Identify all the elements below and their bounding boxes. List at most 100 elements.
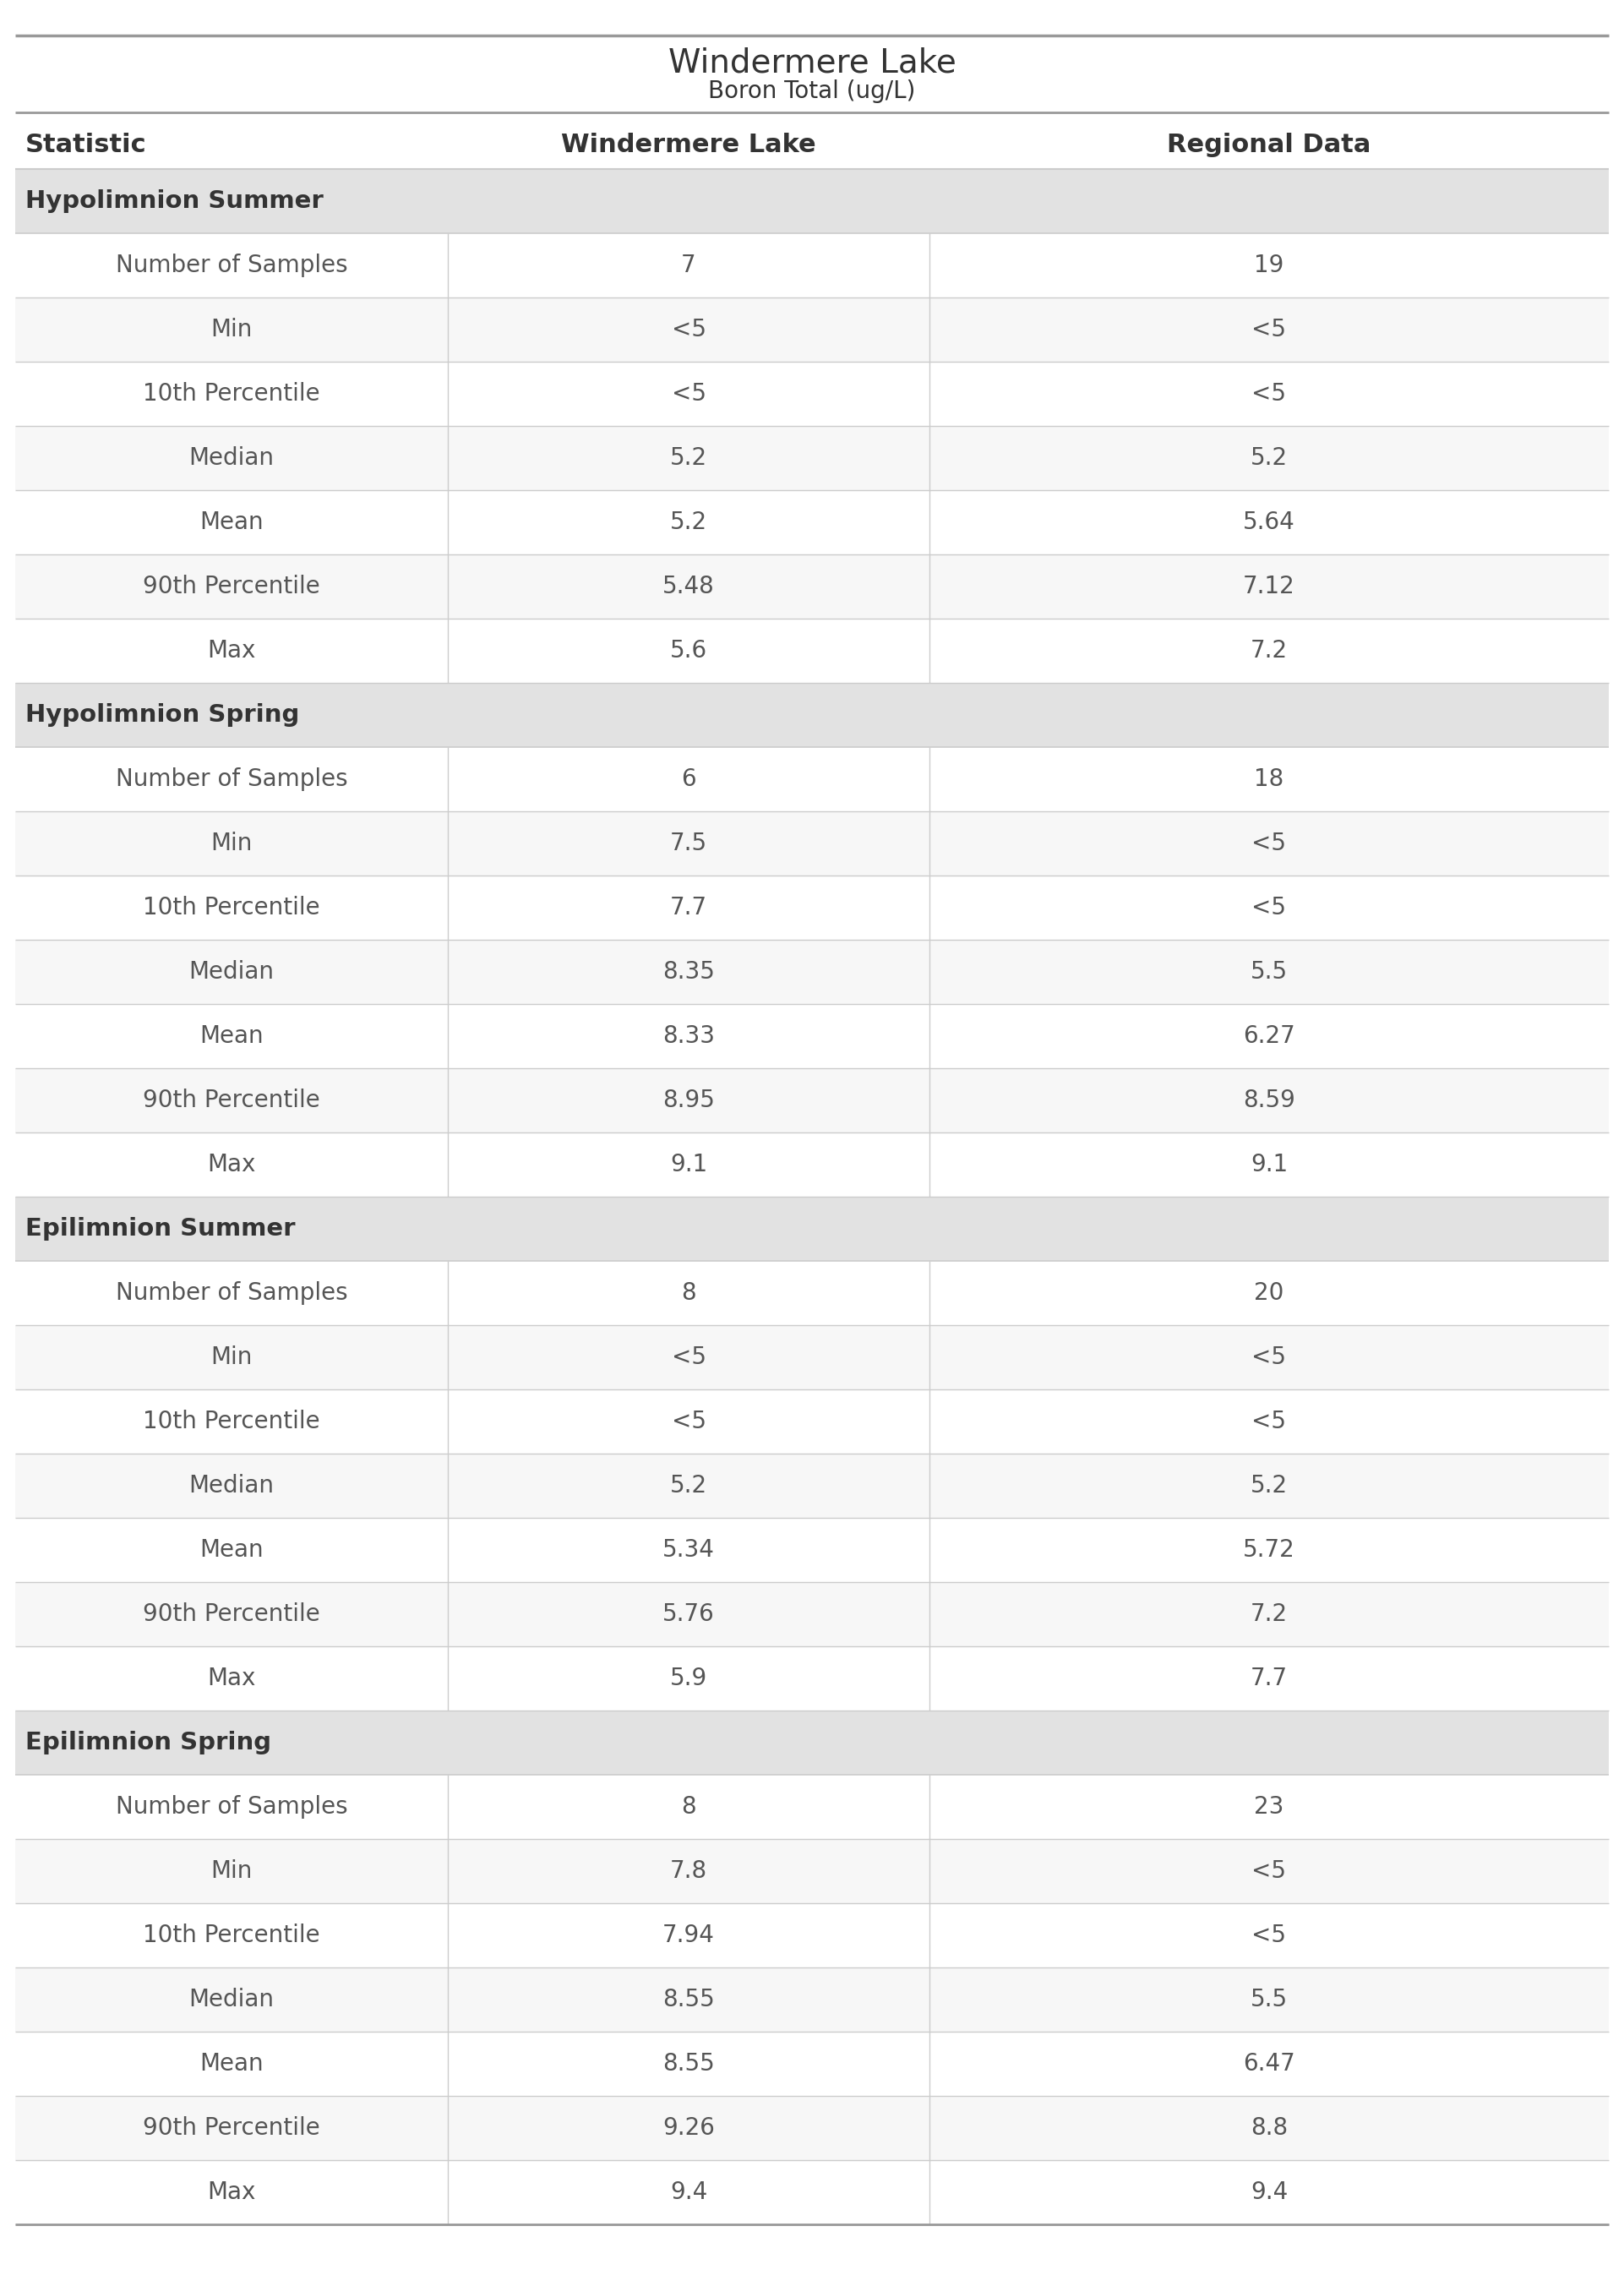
Text: Number of Samples: Number of Samples: [115, 254, 348, 277]
Bar: [15, 1003, 1609, 1069]
Text: 5.6: 5.6: [671, 638, 708, 663]
Text: Mean: Mean: [200, 1024, 263, 1049]
Text: 5.5: 5.5: [1250, 1989, 1288, 2011]
Text: 5.2: 5.2: [671, 447, 708, 470]
Bar: [15, 490, 1609, 554]
Text: Mean: Mean: [200, 2052, 263, 2075]
Text: Max: Max: [208, 1153, 255, 1176]
Bar: [15, 361, 1609, 427]
Bar: [15, 1712, 1609, 1775]
Bar: [15, 297, 1609, 361]
Text: Max: Max: [208, 638, 255, 663]
Text: Min: Min: [211, 1859, 252, 1882]
Bar: [15, 1069, 1609, 1133]
Text: Number of Samples: Number of Samples: [115, 1280, 348, 1305]
Bar: [15, 747, 1609, 810]
Text: <5: <5: [1252, 831, 1286, 856]
Text: Epilimnion Summer: Epilimnion Summer: [26, 1217, 296, 1242]
Text: 5.2: 5.2: [1250, 447, 1288, 470]
Text: 8.35: 8.35: [663, 960, 715, 983]
Text: 9.26: 9.26: [663, 2116, 715, 2141]
Bar: [15, 1453, 1609, 1519]
Text: Windermere Lake: Windermere Lake: [562, 132, 817, 157]
Bar: [15, 427, 1609, 490]
Text: 7.8: 7.8: [671, 1859, 708, 1882]
Text: Min: Min: [211, 831, 252, 856]
Text: 90th Percentile: 90th Percentile: [143, 2116, 320, 2141]
Text: Max: Max: [208, 1666, 255, 1691]
Bar: [15, 1196, 1609, 1260]
Bar: [15, 120, 1609, 168]
Text: 8.55: 8.55: [663, 2052, 715, 2075]
Bar: [15, 554, 1609, 620]
Text: 7.2: 7.2: [1250, 1603, 1288, 1625]
Text: Hypolimnion Summer: Hypolimnion Summer: [26, 188, 323, 213]
Text: Epilimnion Spring: Epilimnion Spring: [26, 1730, 271, 1755]
Bar: [15, 1133, 1609, 1196]
Text: <5: <5: [1252, 1410, 1286, 1432]
Text: <5: <5: [1252, 318, 1286, 340]
Bar: [15, 620, 1609, 683]
Text: Hypolimnion Spring: Hypolimnion Spring: [26, 704, 299, 726]
Text: 8.59: 8.59: [1242, 1090, 1296, 1112]
Text: 6.27: 6.27: [1242, 1024, 1296, 1049]
Text: 5.5: 5.5: [1250, 960, 1288, 983]
Text: Min: Min: [211, 1346, 252, 1369]
Text: 90th Percentile: 90th Percentile: [143, 574, 320, 599]
Text: 6: 6: [680, 767, 697, 790]
Bar: [15, 1519, 1609, 1582]
Text: 5.2: 5.2: [671, 511, 708, 533]
Text: 9.1: 9.1: [1250, 1153, 1288, 1176]
Text: 8: 8: [680, 1796, 697, 1818]
Text: 90th Percentile: 90th Percentile: [143, 1603, 320, 1625]
Text: <5: <5: [671, 1346, 706, 1369]
Text: <5: <5: [1252, 1346, 1286, 1369]
Text: Min: Min: [211, 318, 252, 340]
Text: 10th Percentile: 10th Percentile: [143, 897, 320, 919]
Text: 8.33: 8.33: [663, 1024, 715, 1049]
Bar: [15, 234, 1609, 297]
Text: 10th Percentile: 10th Percentile: [143, 1923, 320, 1948]
Text: 10th Percentile: 10th Percentile: [143, 1410, 320, 1432]
Bar: [15, 1389, 1609, 1453]
Bar: [15, 1326, 1609, 1389]
Text: Regional Data: Regional Data: [1168, 132, 1371, 157]
Bar: [15, 2095, 1609, 2161]
Text: 8.55: 8.55: [663, 1989, 715, 2011]
Text: <5: <5: [1252, 381, 1286, 406]
Text: 5.34: 5.34: [663, 1539, 715, 1562]
Text: <5: <5: [671, 381, 706, 406]
Text: 7.12: 7.12: [1242, 574, 1296, 599]
Bar: [15, 1775, 1609, 1839]
Bar: [15, 1646, 1609, 1712]
Text: Median: Median: [188, 960, 274, 983]
Text: Median: Median: [188, 447, 274, 470]
Text: 8: 8: [680, 1280, 697, 1305]
Text: 8.95: 8.95: [663, 1090, 715, 1112]
Text: Number of Samples: Number of Samples: [115, 767, 348, 790]
Text: Windermere Lake: Windermere Lake: [667, 48, 957, 79]
Bar: [15, 940, 1609, 1003]
Text: Median: Median: [188, 1989, 274, 2011]
Text: 9.1: 9.1: [671, 1153, 708, 1176]
Text: Statistic: Statistic: [26, 132, 146, 157]
Text: <5: <5: [1252, 897, 1286, 919]
Text: Mean: Mean: [200, 1539, 263, 1562]
Text: 9.4: 9.4: [1250, 2181, 1288, 2204]
Bar: [15, 1902, 1609, 1968]
Text: 7.2: 7.2: [1250, 638, 1288, 663]
Text: 5.2: 5.2: [1250, 1473, 1288, 1498]
Text: <5: <5: [1252, 1923, 1286, 1948]
Text: 7: 7: [680, 254, 697, 277]
Text: <5: <5: [1252, 1859, 1286, 1882]
Text: <5: <5: [671, 1410, 706, 1432]
Bar: [15, 1260, 1609, 1326]
Text: 5.9: 5.9: [671, 1666, 708, 1691]
Bar: [15, 1839, 1609, 1902]
Text: 7.94: 7.94: [663, 1923, 715, 1948]
Text: 5.64: 5.64: [1242, 511, 1296, 533]
Bar: [15, 2161, 1609, 2225]
Text: Number of Samples: Number of Samples: [115, 1796, 348, 1818]
Text: 5.76: 5.76: [663, 1603, 715, 1625]
Text: 6.47: 6.47: [1242, 2052, 1296, 2075]
